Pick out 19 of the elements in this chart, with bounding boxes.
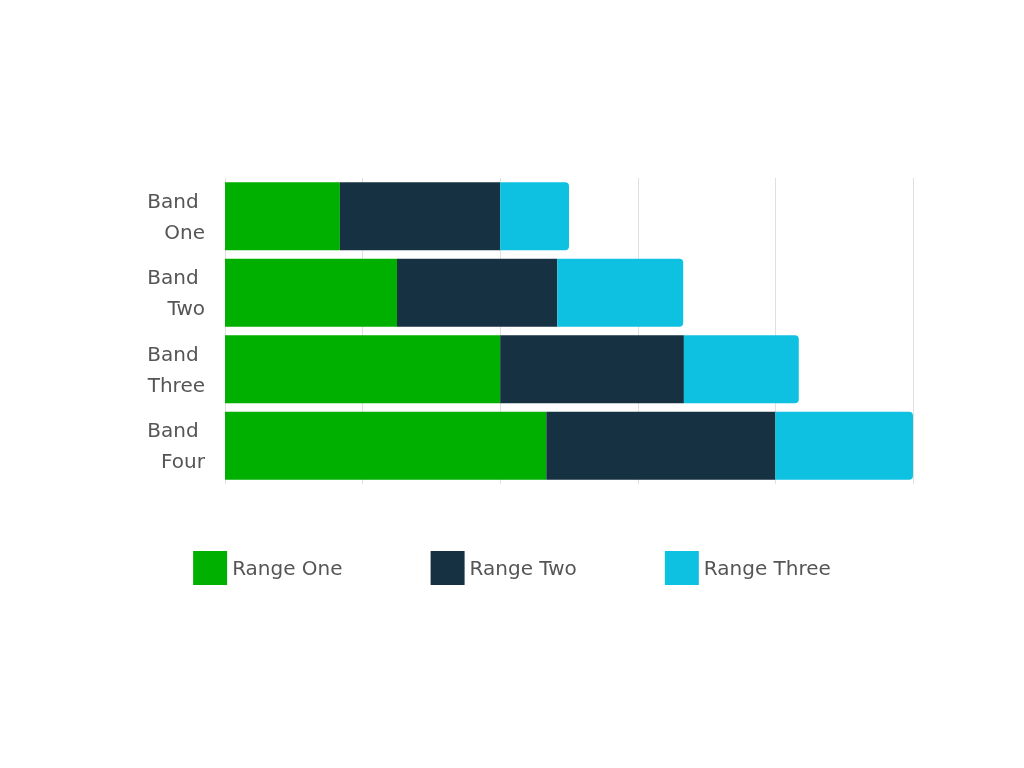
bar — [225, 258, 397, 327]
bar — [225, 411, 547, 480]
bar — [546, 411, 776, 480]
bar — [775, 411, 913, 480]
bar — [339, 182, 501, 251]
legend-label: Range Three — [703, 556, 831, 580]
y-tick-label: Band Four — [147, 418, 206, 474]
legend-label: Range Two — [469, 556, 577, 580]
legend-label: Range One — [232, 556, 343, 580]
bar — [397, 258, 558, 327]
y-tick-label: Band One — [147, 188, 205, 244]
y-tick-label: Band Three — [146, 341, 205, 397]
bar — [500, 335, 684, 404]
y-tick-label: Band Two — [147, 265, 205, 321]
bar — [557, 258, 684, 327]
bar — [683, 335, 799, 404]
bar — [500, 182, 569, 251]
bar — [225, 182, 340, 251]
bar — [225, 335, 501, 404]
